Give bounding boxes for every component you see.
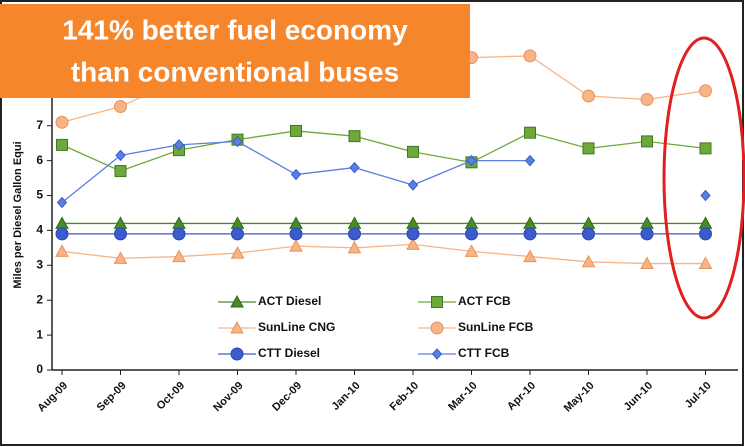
legend-marker [230,294,244,308]
data-point [348,227,361,241]
legend-label: ACT Diesel [258,294,321,308]
data-point [114,165,127,178]
data-point [640,93,654,107]
data-point [173,139,185,151]
data-point [582,227,595,241]
data-point [349,161,360,174]
annotation-text: 141% better fuel economy [62,14,408,45]
annotation-text: than conventional buses [71,56,399,87]
data-point [56,138,68,151]
data-point [406,237,420,250]
data-point [581,254,596,268]
data-point [466,154,477,167]
data-point [700,189,711,202]
data-point [465,227,478,241]
y-tick-label: 4 [36,223,43,237]
y-tick-label: 3 [36,257,43,271]
data-point [524,154,536,167]
data-point [640,227,654,241]
y-tick-label: 2 [36,292,43,306]
data-point [231,227,244,241]
data-point [582,142,595,155]
legend-label: ACT FCB [458,294,511,308]
data-point [172,249,186,263]
data-point [407,145,419,158]
y-tick-label: 5 [36,188,43,202]
data-point [523,49,537,63]
data-point [55,244,69,257]
legend-marker [230,320,244,334]
data-point [289,239,303,252]
legend-label: SunLine FCB [458,320,534,334]
data-point [114,100,127,114]
data-point [55,227,69,241]
highlight-ellipse [662,36,745,320]
y-tick-label: 6 [36,153,43,167]
data-point [347,240,362,254]
legend-label: CTT FCB [458,346,510,360]
data-point [114,227,127,241]
data-point [56,196,68,209]
data-point [523,249,537,263]
data-point [406,227,420,241]
data-point [232,135,243,148]
data-point [230,246,245,259]
data-point [113,251,128,264]
legend-marker [230,347,244,361]
legend-marker [431,348,443,360]
legend-label: SunLine CNG [258,320,335,334]
data-point [698,256,713,270]
data-point [464,244,479,257]
data-point [172,227,186,241]
legend-marker [431,296,443,308]
data-point [699,227,712,241]
data-point [115,149,126,162]
annotation-box [0,4,470,98]
data-point [641,135,653,148]
series-line [61,130,706,172]
data-point [524,126,536,139]
data-point [523,227,537,241]
data-point [290,124,302,137]
data-point [699,84,712,98]
data-point [407,179,419,191]
y-axis-label: Miles per Diesel Gallon Equi [12,141,24,288]
data-point [699,142,712,155]
legend-label: CTT Diesel [258,346,320,360]
series-line [61,243,706,265]
data-point [289,227,303,241]
data-point [348,130,361,143]
data-point [640,256,654,270]
y-tick-label: 0 [36,362,43,376]
data-point [582,89,595,103]
legend-marker [430,321,444,335]
y-tick-label: 1 [36,327,43,341]
y-tick-label: 7 [36,118,43,132]
data-point [290,168,302,181]
data-point [55,115,69,129]
